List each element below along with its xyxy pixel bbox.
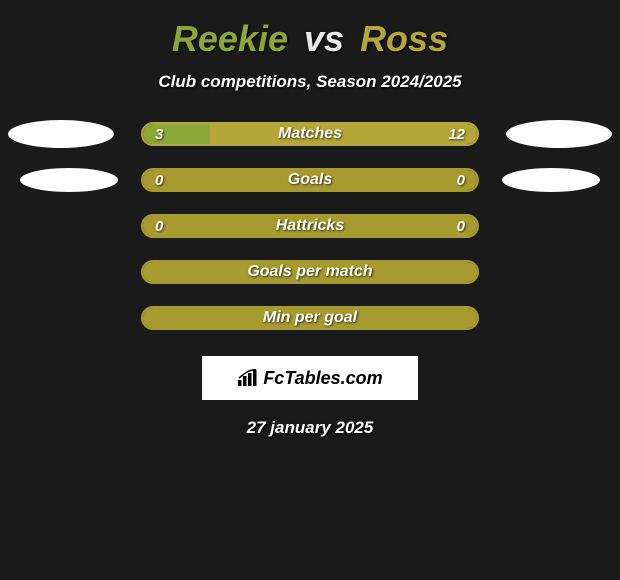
stat-bar: 3Matches12 (141, 122, 479, 146)
logo-box[interactable]: FcTables.com (202, 356, 418, 400)
stat-bar: 0Goals0 (141, 168, 479, 192)
stat-row: Min per goal (0, 306, 620, 330)
stat-value-right: 0 (457, 218, 465, 235)
stat-label: Goals (143, 171, 477, 189)
player1-name: Reekie (172, 18, 288, 59)
stat-row: 0Goals0 (0, 168, 620, 192)
stats-card: Reekie vs Ross Club competitions, Season… (0, 0, 620, 448)
chart-icon (237, 369, 259, 387)
stat-bar: Min per goal (141, 306, 479, 330)
page-title: Reekie vs Ross (0, 18, 620, 60)
player2-marker (502, 168, 600, 192)
stat-row: 0Hattricks0 (0, 214, 620, 238)
stat-label: Min per goal (143, 309, 477, 327)
stat-label: Goals per match (143, 263, 477, 281)
logo-text: FcTables.com (263, 368, 382, 389)
stat-row: 3Matches12 (0, 122, 620, 146)
player2-marker (506, 120, 612, 148)
player1-marker (20, 168, 118, 192)
player1-marker (8, 120, 114, 148)
stat-bar: 0Hattricks0 (141, 214, 479, 238)
stat-value-right: 0 (457, 172, 465, 189)
player2-name: Ross (360, 18, 448, 59)
subtitle: Club competitions, Season 2024/2025 (0, 72, 620, 92)
date-text: 27 january 2025 (0, 418, 620, 438)
stat-label: Hattricks (143, 217, 477, 235)
stat-bar: Goals per match (141, 260, 479, 284)
stat-value-right: 12 (448, 126, 465, 143)
vs-text: vs (304, 18, 344, 59)
stat-label: Matches (143, 125, 477, 143)
site-logo: FcTables.com (237, 368, 382, 389)
stat-row: Goals per match (0, 260, 620, 284)
